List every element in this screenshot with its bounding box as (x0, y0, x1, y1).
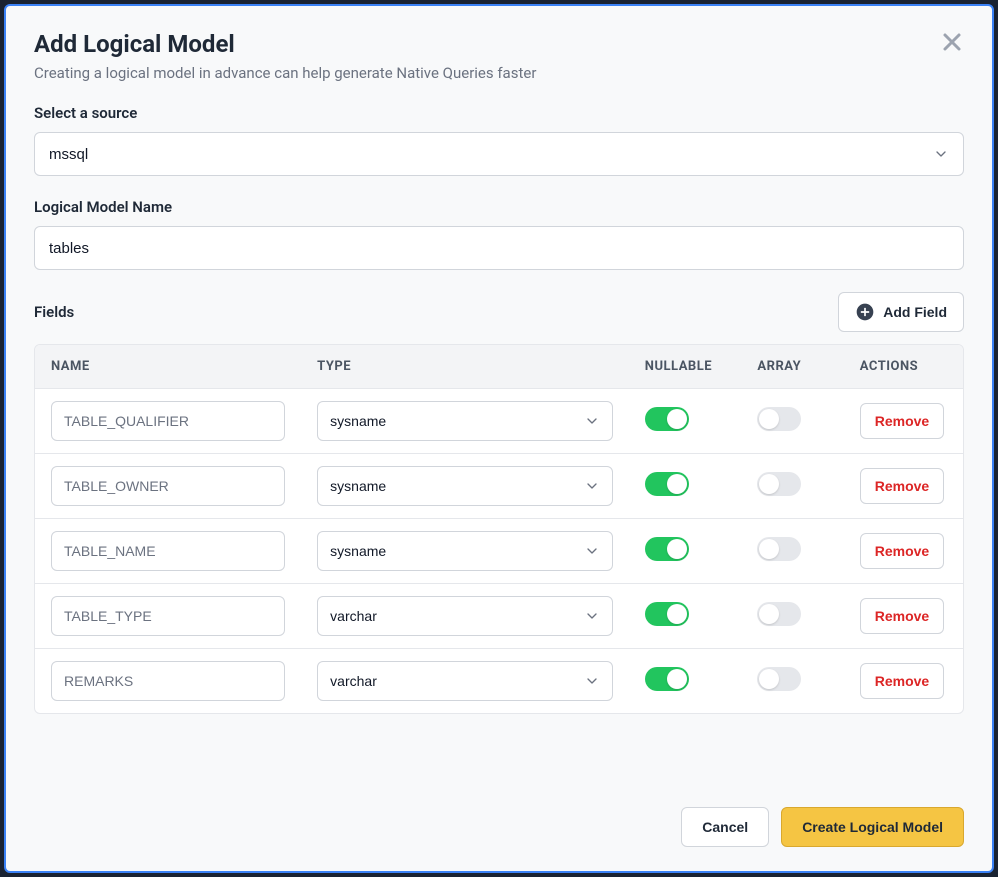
field-type-select[interactable]: sysname (317, 466, 613, 506)
table-row: varchar Remove (35, 584, 963, 649)
add-field-label: Add Field (883, 304, 947, 320)
table-row: varchar Remove (35, 649, 963, 713)
model-name-label: Logical Model Name (34, 198, 964, 216)
table-row: sysname Remove (35, 389, 963, 454)
modal-body: Select a source mssql Logical Model Name… (6, 92, 992, 789)
close-icon[interactable] (940, 30, 964, 54)
array-toggle[interactable] (757, 602, 801, 626)
add-field-button[interactable]: Add Field (838, 292, 964, 332)
array-toggle[interactable] (757, 537, 801, 561)
source-select[interactable]: mssql (34, 132, 964, 176)
field-type-select[interactable]: sysname (317, 531, 613, 571)
plus-circle-icon (855, 302, 875, 322)
nullable-toggle[interactable] (645, 667, 689, 691)
table-row: sysname Remove (35, 519, 963, 584)
fields-label: Fields (34, 303, 74, 321)
column-header-actions: ACTIONS (844, 345, 963, 389)
array-toggle[interactable] (757, 407, 801, 431)
field-name-input[interactable] (51, 596, 285, 636)
source-group: Select a source mssql (34, 104, 964, 176)
column-header-nullable: NULLABLE (629, 345, 742, 389)
modal-subtitle: Creating a logical model in advance can … (34, 64, 964, 82)
column-header-name: NAME (35, 345, 301, 389)
field-name-input[interactable] (51, 466, 285, 506)
remove-button[interactable]: Remove (860, 598, 944, 634)
array-toggle[interactable] (757, 667, 801, 691)
source-label: Select a source (34, 104, 964, 122)
field-name-input[interactable] (51, 401, 285, 441)
remove-button[interactable]: Remove (860, 468, 944, 504)
field-type-select[interactable]: varchar (317, 661, 613, 701)
nullable-toggle[interactable] (645, 472, 689, 496)
field-type-select[interactable]: sysname (317, 401, 613, 441)
nullable-toggle[interactable] (645, 407, 689, 431)
fields-table: NAME TYPE NULLABLE ARRAY ACTIONS sysname… (34, 344, 964, 714)
field-name-input[interactable] (51, 661, 285, 701)
modal-header: Add Logical Model Creating a logical mod… (6, 6, 992, 92)
remove-button[interactable]: Remove (860, 663, 944, 699)
cancel-button[interactable]: Cancel (681, 807, 769, 847)
model-name-group: Logical Model Name (34, 198, 964, 270)
nullable-toggle[interactable] (645, 537, 689, 561)
field-name-input[interactable] (51, 531, 285, 571)
field-type-select[interactable]: varchar (317, 596, 613, 636)
model-name-input[interactable] (34, 226, 964, 270)
remove-button[interactable]: Remove (860, 403, 944, 439)
add-logical-model-modal: Add Logical Model Creating a logical mod… (4, 4, 994, 873)
table-row: sysname Remove (35, 454, 963, 519)
array-toggle[interactable] (757, 472, 801, 496)
column-header-type: TYPE (301, 345, 629, 389)
column-header-array: ARRAY (741, 345, 843, 389)
remove-button[interactable]: Remove (860, 533, 944, 569)
modal-footer: Cancel Create Logical Model (6, 789, 992, 871)
create-logical-model-button[interactable]: Create Logical Model (781, 807, 964, 847)
fields-header: Fields Add Field (34, 292, 964, 332)
modal-title: Add Logical Model (34, 30, 964, 58)
nullable-toggle[interactable] (645, 602, 689, 626)
